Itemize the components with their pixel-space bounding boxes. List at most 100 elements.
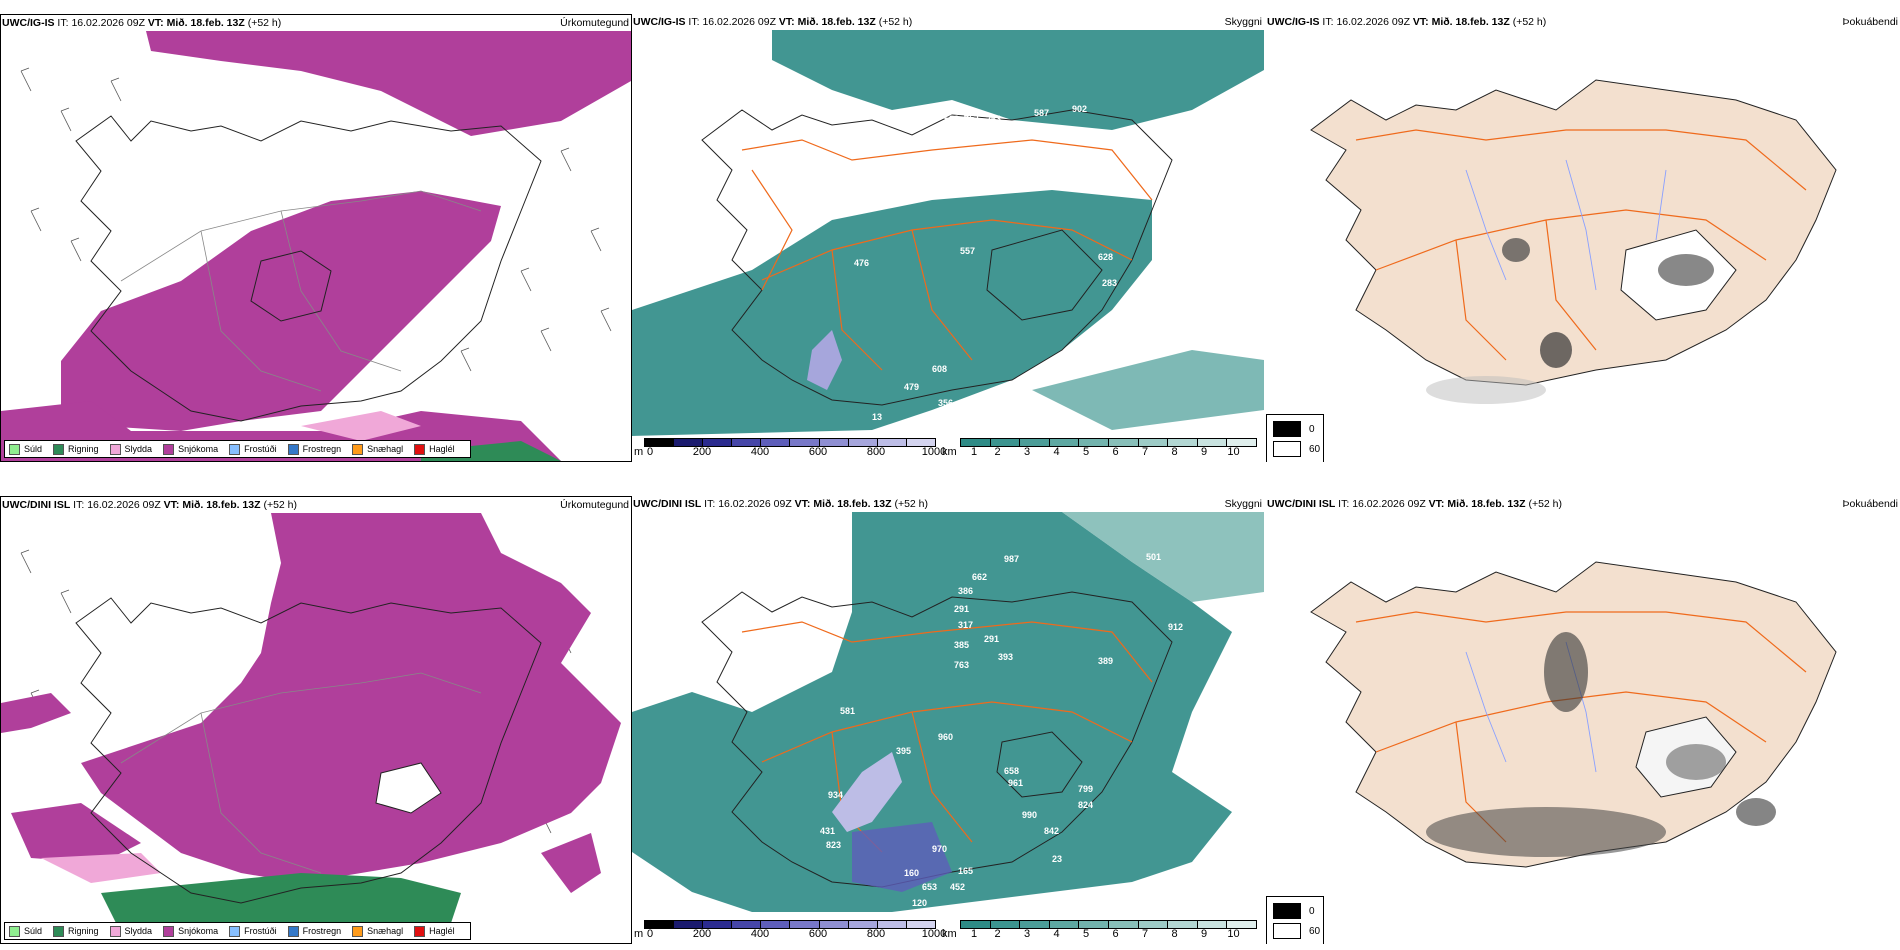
- precip-legend-item: Haglél: [414, 443, 455, 455]
- visibility-value-label: 479: [904, 382, 919, 392]
- visibility-value-label: 395: [896, 746, 911, 756]
- snow-east: [541, 833, 601, 893]
- visibility-km-colorbar: km 1 2 3 4 5 6 7 8 9 10: [942, 436, 1260, 462]
- colorbar-tick: 4: [1053, 928, 1060, 940]
- visibility-value-label: 363: [970, 422, 985, 432]
- visibility-value-label: 385: [954, 640, 969, 650]
- visibility-value-label: 628: [1098, 252, 1113, 262]
- colorbar-tick: 2: [994, 928, 1001, 940]
- visibility-value-label: 970: [932, 844, 947, 854]
- visibility-value-label: 557: [960, 246, 975, 256]
- precip-legend-item: Súld: [9, 925, 43, 937]
- colorbar-tick: 3: [1023, 928, 1031, 940]
- visibility-value-label: 653: [922, 882, 937, 892]
- colorbar-tick: 1: [970, 446, 978, 458]
- legend-label: 60: [1309, 443, 1321, 455]
- fog-blob: [1540, 332, 1572, 368]
- precip-legend-item: Rigning: [53, 925, 99, 937]
- legend-label: Haglél: [429, 444, 455, 454]
- visibility-value-label: 386: [958, 586, 973, 596]
- vt-value: Mið. 18.feb. 13Z: [797, 16, 876, 28]
- fog-legend-item: 60: [1273, 923, 1320, 939]
- visibility-value-label: 990: [1022, 810, 1037, 820]
- precip-type-legend: Súld Rigning Slydda Snjókoma Frostúði Frostre…: [4, 922, 471, 940]
- legend-label: 0: [1309, 905, 1315, 917]
- lead-time: (+52 h): [878, 16, 913, 28]
- visibility-value-label: 823: [826, 840, 841, 850]
- legend-label: Frostúði: [244, 926, 277, 936]
- panel-header: UWC/DINI ISL IT: 16.02.2026 09Z VT: Mið.…: [632, 496, 1264, 512]
- legend-label: 60: [1309, 925, 1321, 937]
- precip-legend-item: Haglél: [414, 925, 455, 937]
- legend-label: Slydda: [124, 926, 153, 936]
- legend-swatch: [9, 925, 20, 937]
- precip-legend-item: Slydda: [109, 443, 153, 455]
- legend-swatch: [163, 925, 175, 937]
- visibility-value-label: 902: [1072, 104, 1087, 114]
- precip-type-map: [1, 513, 631, 943]
- visibility-value-label: 452: [950, 882, 965, 892]
- precip-legend-item: Frostregn: [287, 925, 342, 937]
- low-vis-band: [807, 330, 842, 390]
- precip-legend-item: Snjókoma: [163, 443, 218, 455]
- legend-label: Rigning: [68, 444, 99, 454]
- lead-time: (+52 h): [263, 499, 298, 511]
- colorbar-strip: [644, 920, 936, 929]
- lead-time: (+52 h): [1528, 498, 1563, 510]
- visibility-value-label: 662: [972, 572, 987, 582]
- fog-index-map: [1266, 512, 1900, 932]
- legend-swatch: [53, 925, 65, 937]
- visibility-value-label: 283: [1102, 278, 1117, 288]
- visibility-value-label: 842: [1044, 826, 1059, 836]
- fog-blob: [1736, 798, 1776, 826]
- colorbar-strip: [960, 438, 1257, 447]
- precip-legend-item: Slydda: [109, 925, 153, 937]
- legend-label: Súld: [24, 444, 43, 454]
- legend-label: Slydda: [124, 444, 153, 454]
- legend-label: Frostregn: [302, 926, 342, 936]
- model-name: UWC/DINI ISL: [2, 499, 71, 511]
- colorbar-tick: 4: [1053, 446, 1060, 458]
- legend-swatch: [53, 443, 65, 455]
- visibility-value-label: 452: [1064, 352, 1079, 362]
- roads: [120, 190, 482, 392]
- visibility-labels: 987 662 386 291 317 385 291 393 763 389 912 501 581 3…: [820, 552, 1227, 910]
- fog-index-map: [1266, 30, 1900, 450]
- colorbar-tick: 7: [1141, 928, 1149, 940]
- visibility-value-label: 317: [958, 620, 973, 630]
- visibility-value-label: 581: [840, 706, 855, 716]
- vt-label: VT:: [163, 499, 180, 511]
- visibility-value-label: 356: [938, 398, 953, 408]
- vt-value: Mið. 18.feb. 13Z: [813, 498, 892, 510]
- panel-header: UWC/IG-IS IT: 16.02.2026 09Z VT: Mið. 18…: [632, 14, 1264, 30]
- fog-legend-item: 60: [1273, 441, 1320, 457]
- colorbar-tick: 1000: [921, 928, 947, 940]
- legend-swatch: [109, 443, 121, 455]
- model-name: UWC/DINI ISL: [633, 498, 702, 510]
- it-value: 16.02.2026 09Z: [71, 17, 145, 29]
- fog-legend-item: 0: [1273, 421, 1315, 437]
- legend-swatch: [229, 443, 241, 455]
- it-value: 16.02.2026 09Z: [1336, 16, 1410, 28]
- sleet-south: [41, 853, 161, 883]
- visibility-km-colorbar: km 1 2 3 4 5 6 7 8 9 10: [942, 918, 1260, 944]
- panel-header: UWC/IG-IS IT: 16.02.2026 09Z VT: Mið. 18…: [1266, 14, 1900, 30]
- visibility-value-label: 763: [954, 660, 969, 670]
- colorbar-strip: [644, 438, 936, 447]
- colorbar-tick: 1: [970, 928, 978, 940]
- colorbar-tick: 1000: [921, 446, 947, 458]
- panel-title: Úrkomutegund: [560, 17, 629, 29]
- legend-swatch: [414, 443, 426, 455]
- colorbar-tick: 0: [646, 928, 654, 940]
- legend-swatch: [287, 443, 299, 455]
- visibility-value-label: 431: [820, 826, 835, 836]
- legend-label: Súld: [24, 926, 43, 936]
- colorbar-tick: 6: [1112, 928, 1119, 940]
- precip-legend-item: Frostregn: [287, 443, 341, 455]
- glacier-outline: [996, 731, 1083, 798]
- visibility-m-colorbar: m 0 200 400 600 800 1000: [634, 436, 946, 462]
- lead-time: (+52 h): [894, 498, 929, 510]
- precip-legend-item: Snæhagl: [352, 443, 403, 455]
- legend-swatch: [229, 925, 241, 937]
- colorbar-unit: km: [942, 446, 957, 458]
